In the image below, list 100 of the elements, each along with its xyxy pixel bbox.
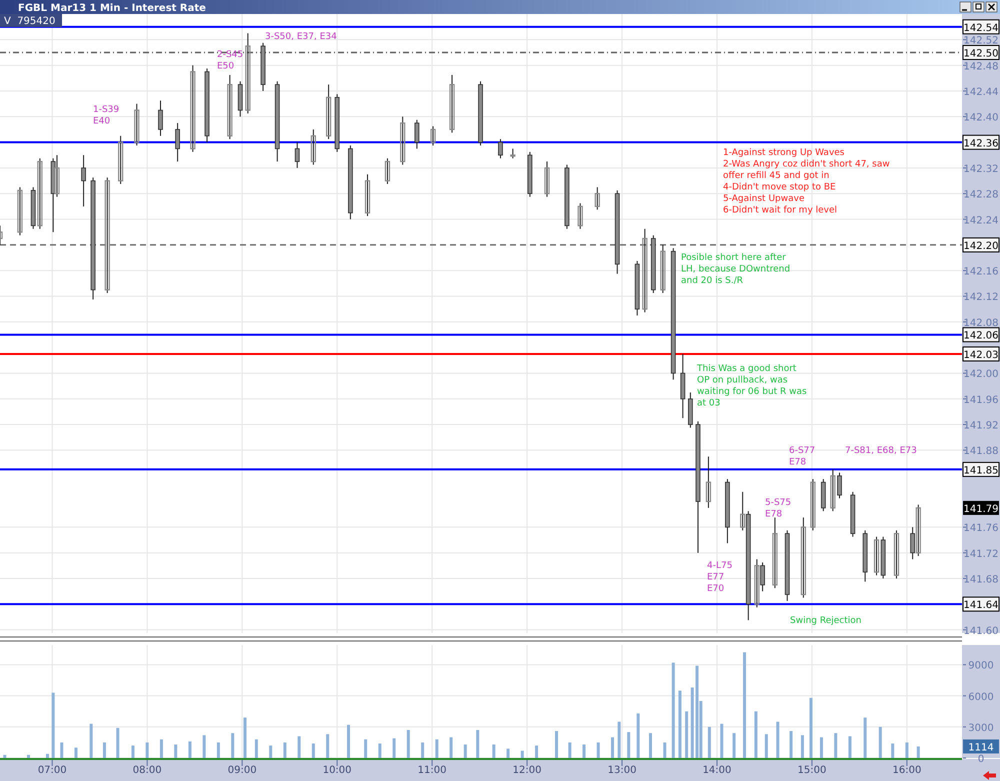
y-tick-label: 142.40 [964,112,998,124]
candlestick [134,103,140,146]
bar [743,652,746,758]
y-tick-label: 141.68 [964,574,998,586]
candlestick [294,142,300,168]
bar [269,746,272,758]
candlestick [414,119,420,150]
bar [776,722,780,758]
candlestick [578,202,583,230]
bar [520,750,524,758]
annotation: This Was a good short OP on pullback, was waiting for 06 but R was at 03 [696,364,808,409]
bar [916,746,920,758]
bar [720,724,724,758]
bar [283,742,286,758]
bar [732,733,736,758]
bar [60,742,64,758]
x-tick-label: 12:00 [512,765,542,776]
bar [392,738,396,758]
y-tick-label: 0 [978,754,984,765]
bar [905,742,908,758]
bar [834,733,838,758]
bar [678,690,682,758]
annotation: Posible short here after LH, because DOwntrend and 20 is S./R [681,253,790,286]
annotation: Swing Rejection [790,616,862,626]
candlestick [384,158,390,184]
bar [26,754,30,758]
bar [188,741,192,758]
bar [435,739,438,758]
bar [800,735,804,758]
bar [326,734,330,758]
x-tick-label: 13:00 [608,765,636,776]
bar [298,736,301,758]
y-tick-label: 142.00 [964,369,998,380]
candlestick [364,174,370,217]
candlestick [894,530,900,579]
bar [464,744,467,758]
x-tick-label: 11:00 [418,765,447,776]
y-tick-label: 142.24 [964,215,998,226]
bar [244,718,247,758]
x-tick-label: 15:00 [798,765,826,776]
y-tick-label: 141.88 [964,446,998,458]
bar [116,728,120,758]
candlestick [245,32,250,114]
candlestick [400,116,406,166]
annotation: 6-S77 E78 [789,446,816,468]
bar [891,743,894,758]
candlestick [449,74,455,134]
ref-line-label: 141.85 [964,465,998,476]
ref-line-label: 142.20 [964,240,998,252]
annotation: 7-S81, E68, E73 [845,446,917,456]
annotation: 1114 [968,742,994,754]
bar [636,713,640,758]
y-tick-label: 142.16 [964,266,998,278]
bar [74,748,78,758]
bar [146,742,149,758]
chart-title: FGBL Mar13 1 Min - Interest Rate [18,3,206,14]
candlestick [430,126,436,146]
candlestick [81,154,86,207]
annotation: V 795420 [4,16,56,27]
bar [555,731,558,758]
bar [254,739,258,758]
bar [864,718,867,758]
annotation: 5-S75 E78 [765,498,792,520]
candlestick [810,478,816,531]
bar [46,754,49,758]
bar [848,736,852,758]
bar [90,724,93,758]
candlestick [37,158,42,230]
bar [231,733,234,758]
candlestick [175,122,180,162]
bar [102,742,106,758]
bar [347,724,350,758]
bar [364,739,368,758]
bar [754,711,758,758]
annotation: 1-Against strong Up Waves 2-Was Angry coz didn't short 47, saw offer refill 45 and got in 4-Didn't move stop to BE 5-Against Upwave 6-Didn't wait for my level [723,148,890,216]
bar [506,748,510,758]
candlestick [104,177,110,294]
candlestick [642,228,648,313]
y-tick-label: 141.76 [964,523,998,534]
bar [52,692,55,758]
annotation: 4-L75 E77 E70 [707,561,732,594]
y-tick-label: 142.28 [964,190,998,201]
bar [378,743,382,758]
y-tick-label: 142.52 [964,36,998,47]
bar [596,742,600,758]
ref-line-label: 142.06 [964,330,998,342]
ref-line-label: 141.64 [964,600,998,612]
candlestick [772,517,778,589]
y-tick-label: 142.32 [964,164,998,175]
y-tick-label: 142.12 [964,292,998,304]
bar [476,730,480,758]
y-tick-label: 141.60 [964,626,998,637]
annotation: 1-S39 E40 [93,105,120,127]
x-tick-label: 09:00 [228,765,257,776]
y-tick-label: 142.44 [964,86,998,98]
annotation: 3-S50, E37, E34 [265,32,338,42]
ref-line-label: 142.36 [964,138,998,150]
bar [663,742,666,758]
bar [216,742,220,758]
candlestick [118,135,124,184]
